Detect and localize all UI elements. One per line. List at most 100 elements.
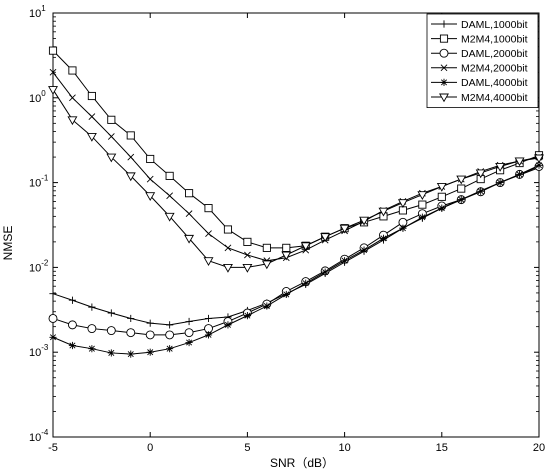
series-m2m4-4000bit xyxy=(48,86,544,273)
y-tick-label: 10-3 xyxy=(29,343,49,359)
data-point xyxy=(224,321,232,329)
data-point xyxy=(204,331,213,339)
legend-marker xyxy=(440,20,448,28)
x-tick-label: -5 xyxy=(48,442,58,454)
data-point xyxy=(378,207,389,217)
data-point xyxy=(88,345,96,353)
data-point xyxy=(222,263,233,273)
data-point xyxy=(146,175,154,183)
legend: DAML,1000bit M2M4,1000bit DAML,2000bit M2M4… xyxy=(426,13,539,108)
y-tick-label: 10-1 xyxy=(29,174,49,190)
y-tick-label: 10-2 xyxy=(29,258,49,274)
data-point xyxy=(418,213,426,221)
axes-layer: -5 0 5 10 15 20 10-4 10-3 10-2 10-1 100 101 xyxy=(29,4,545,454)
data-point xyxy=(185,338,193,347)
data-point xyxy=(127,153,135,161)
data-point xyxy=(146,154,155,164)
data-point xyxy=(438,204,446,212)
data-point xyxy=(48,46,58,55)
legend-box xyxy=(426,13,539,108)
x-axis-label: SNR（dB） xyxy=(270,456,334,470)
data-point xyxy=(49,68,57,76)
data-point xyxy=(495,163,506,172)
data-point xyxy=(282,243,291,252)
data-point xyxy=(165,171,174,180)
x-tick-label: 15 xyxy=(436,442,448,454)
data-point xyxy=(242,263,253,273)
data-point xyxy=(107,349,115,357)
data-point xyxy=(184,234,195,244)
data-point xyxy=(165,330,175,340)
legend-item: DAML,4000bit xyxy=(431,77,528,89)
data-point xyxy=(69,94,76,102)
data-point xyxy=(145,330,155,340)
legend-item: DAML,1000bit xyxy=(431,19,528,31)
data-point xyxy=(88,113,96,120)
data-point xyxy=(185,210,193,218)
data-point xyxy=(68,341,77,350)
data-point xyxy=(185,317,193,326)
legend-marker xyxy=(440,64,448,72)
data-point xyxy=(164,212,175,222)
data-point xyxy=(399,224,407,232)
y-tick-label: 100 xyxy=(29,89,46,105)
data-point xyxy=(475,169,486,179)
data-point xyxy=(515,170,524,178)
data-point xyxy=(261,260,272,270)
data-point xyxy=(68,66,77,75)
data-point xyxy=(243,312,251,320)
data-point xyxy=(106,153,117,163)
y-tick-label: 101 xyxy=(29,4,46,20)
data-point xyxy=(67,320,77,330)
data-point xyxy=(339,224,350,234)
data-point xyxy=(86,133,97,142)
data-point xyxy=(204,314,213,323)
data-point xyxy=(205,230,212,238)
legend-label: DAML,2000bit xyxy=(461,48,528,60)
data-point xyxy=(125,172,136,182)
data-point xyxy=(456,175,467,185)
legend-marker xyxy=(439,48,449,58)
data-point xyxy=(320,233,331,243)
data-point xyxy=(166,192,174,200)
legend-item: DAML,2000bit xyxy=(431,48,528,60)
data-point xyxy=(359,216,370,226)
legend-item: M2M4,4000bit xyxy=(431,92,528,104)
data-point xyxy=(457,196,465,204)
data-point xyxy=(477,187,485,195)
data-point xyxy=(185,189,194,198)
data-point xyxy=(496,179,504,187)
data-point xyxy=(127,350,135,358)
data-point xyxy=(281,251,292,261)
data-point xyxy=(166,321,174,329)
data-point xyxy=(243,237,252,246)
data-point xyxy=(224,244,232,252)
y-axis-label: NMSE xyxy=(1,226,15,261)
data-point xyxy=(244,251,251,259)
data-point xyxy=(300,242,311,252)
legend-item: M2M4,2000bit xyxy=(431,63,528,75)
data-point xyxy=(223,225,233,234)
data-point xyxy=(67,116,78,126)
data-point xyxy=(302,279,310,287)
legend-label: M2M4,1000bit xyxy=(461,33,528,45)
data-point xyxy=(360,246,368,254)
legend-marker xyxy=(439,93,449,103)
data-point xyxy=(146,319,154,327)
data-point xyxy=(88,303,96,311)
legend-label: DAML,1000bit xyxy=(461,19,528,31)
legend-marker xyxy=(439,34,449,43)
data-point xyxy=(203,257,214,266)
data-point xyxy=(437,192,446,201)
data-point xyxy=(107,133,115,140)
data-point xyxy=(263,302,271,310)
data-point xyxy=(49,333,57,341)
plot-frame xyxy=(52,12,540,438)
data-point xyxy=(87,91,96,101)
y-tick-label: 10-4 xyxy=(29,428,49,444)
data-point xyxy=(106,326,116,336)
data-point xyxy=(417,191,428,201)
data-point xyxy=(146,348,154,356)
data-point xyxy=(282,290,290,299)
data-point xyxy=(48,86,58,95)
